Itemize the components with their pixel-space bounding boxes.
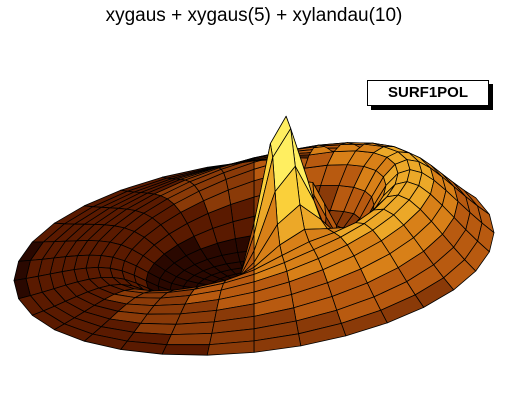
draw-option-label: SURF1POL: [367, 80, 493, 110]
draw-option-text: SURF1POL: [367, 80, 489, 106]
surface-cell-r17-s17: [170, 321, 215, 336]
surface-mesh: [13, 115, 495, 356]
surface-cell-r16-s18: [140, 313, 181, 325]
surface-cell-r18-s17: [166, 332, 213, 346]
chart-title: xygaus + xygaus(5) + xylandau(10): [105, 5, 403, 26]
surface-cell-r19-s17: [161, 344, 210, 356]
surface-cell-r19-s16: [206, 340, 255, 356]
